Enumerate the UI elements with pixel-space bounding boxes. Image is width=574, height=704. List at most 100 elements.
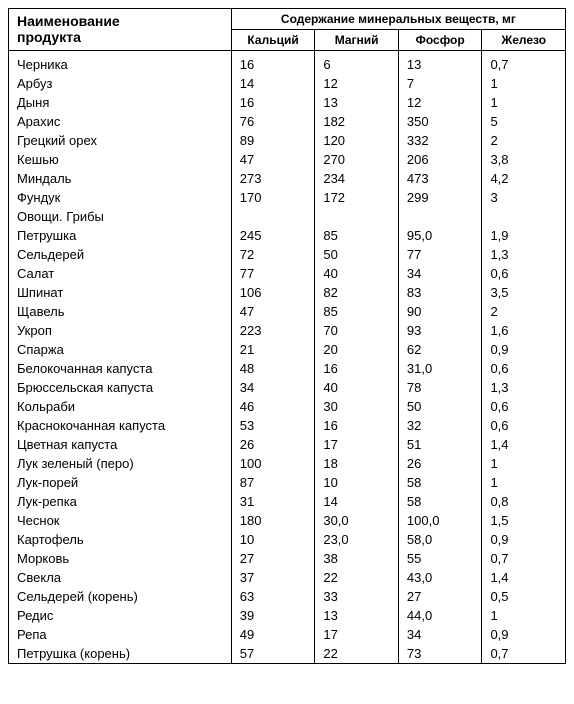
value-cell: 270 [315,150,399,169]
value-cell: 0,7 [482,51,566,75]
value-cell [398,207,482,226]
header-line2: продукта [17,29,81,45]
value-cell: 20 [315,340,399,359]
product-name-cell: Лук-репка [9,492,232,511]
value-cell: 90 [398,302,482,321]
header-col-2: Фосфор [398,30,482,51]
table-row: Лук-репка3114580,8 [9,492,566,511]
value-cell: 0,9 [482,530,566,549]
value-cell: 58 [398,473,482,492]
table-row: Миндаль2732344734,2 [9,169,566,188]
value-cell: 223 [231,321,315,340]
product-name-cell: Свекла [9,568,232,587]
value-cell: 180 [231,511,315,530]
value-cell: 89 [231,131,315,150]
table-row: Дыня1613121 [9,93,566,112]
product-name-cell: Картофель [9,530,232,549]
product-name-cell: Лук зеленый (перо) [9,454,232,473]
value-cell: 0,9 [482,340,566,359]
value-cell: 1,4 [482,435,566,454]
value-cell: 10 [315,473,399,492]
value-cell: 7 [398,74,482,93]
table-row: Репа4917340,9 [9,625,566,644]
product-name-cell: Арбуз [9,74,232,93]
value-cell: 1 [482,606,566,625]
product-name-cell: Краснокочанная капуста [9,416,232,435]
value-cell: 44,0 [398,606,482,625]
value-cell: 0,7 [482,644,566,664]
product-name-cell: Кольраби [9,397,232,416]
value-cell: 48 [231,359,315,378]
product-name-cell: Чеснок [9,511,232,530]
value-cell: 12 [315,74,399,93]
value-cell: 3,5 [482,283,566,302]
value-cell: 95,0 [398,226,482,245]
header-col-0: Кальций [231,30,315,51]
value-cell: 206 [398,150,482,169]
product-name-cell: Петрушка [9,226,232,245]
header-group: Содержание минеральных веществ, мг [231,9,565,30]
value-cell: 57 [231,644,315,664]
table-row: Сельдерей (корень)6333270,5 [9,587,566,606]
product-name-cell: Морковь [9,549,232,568]
value-cell: 16 [231,93,315,112]
product-name-cell: Укроп [9,321,232,340]
table-row: Краснокочанная капуста5316320,6 [9,416,566,435]
table-row: Овощи. Грибы [9,207,566,226]
value-cell: 27 [398,587,482,606]
value-cell: 0,6 [482,359,566,378]
table-row: Фундук1701722993 [9,188,566,207]
value-cell: 32 [398,416,482,435]
product-name-cell: Сельдерей [9,245,232,264]
value-cell: 2 [482,131,566,150]
table-row: Кольраби4630500,6 [9,397,566,416]
product-name-cell: Шпинат [9,283,232,302]
table-row: Кешью472702063,8 [9,150,566,169]
product-name-cell: Овощи. Грибы [9,207,232,226]
value-cell: 17 [315,435,399,454]
table-row: Картофель1023,058,00,9 [9,530,566,549]
value-cell [231,207,315,226]
value-cell: 4,2 [482,169,566,188]
value-cell: 13 [315,93,399,112]
table-row: Грецкий орех891203322 [9,131,566,150]
value-cell: 31 [231,492,315,511]
value-cell: 17 [315,625,399,644]
table-row: Сельдерей7250771,3 [9,245,566,264]
value-cell: 16 [231,51,315,75]
value-cell: 31,0 [398,359,482,378]
value-cell: 37 [231,568,315,587]
product-name-cell: Белокочанная капуста [9,359,232,378]
value-cell: 85 [315,226,399,245]
value-cell: 76 [231,112,315,131]
header-col-1: Магний [315,30,399,51]
header-product-name: Наименование продукта [9,9,232,51]
value-cell: 16 [315,359,399,378]
product-name-cell: Брюссельская капуста [9,378,232,397]
value-cell: 299 [398,188,482,207]
value-cell: 0,6 [482,264,566,283]
value-cell: 21 [231,340,315,359]
minerals-table: Наименование продукта Содержание минерал… [8,8,566,664]
value-cell: 0,6 [482,416,566,435]
value-cell: 3 [482,188,566,207]
table-row: Шпинат10682833,5 [9,283,566,302]
table-row: Лук-порей8710581 [9,473,566,492]
value-cell: 1,3 [482,378,566,397]
value-cell: 63 [231,587,315,606]
value-cell: 18 [315,454,399,473]
value-cell: 58,0 [398,530,482,549]
value-cell: 87 [231,473,315,492]
product-name-cell: Арахис [9,112,232,131]
value-cell: 1,5 [482,511,566,530]
value-cell: 0,8 [482,492,566,511]
value-cell: 120 [315,131,399,150]
value-cell: 106 [231,283,315,302]
value-cell: 30 [315,397,399,416]
product-name-cell: Щавель [9,302,232,321]
value-cell: 34 [231,378,315,397]
value-cell: 26 [398,454,482,473]
value-cell: 473 [398,169,482,188]
value-cell: 50 [315,245,399,264]
value-cell: 273 [231,169,315,188]
